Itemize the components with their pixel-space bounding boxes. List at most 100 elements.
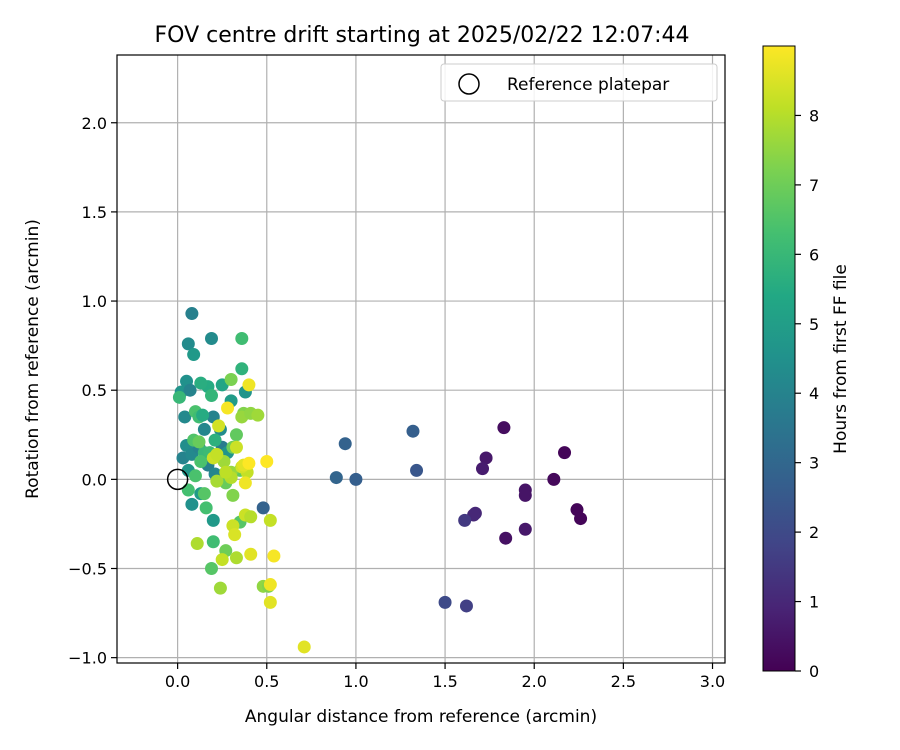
colorbar-tick-label: 7 (809, 176, 819, 195)
x-tick-label: 1.5 (432, 672, 457, 691)
data-point (208, 433, 222, 447)
x-axis-ticks: 0.0 0.5 1.0 1.5 2.0 2.5 3.0 (165, 663, 725, 691)
data-point (459, 599, 473, 613)
y-tick-label: 2.0 (82, 114, 107, 133)
data-point (242, 456, 256, 470)
chart-title: FOV centre drift starting at 2025/02/22 … (155, 23, 690, 48)
data-points (172, 307, 588, 654)
data-point (244, 510, 258, 524)
data-point (235, 331, 249, 345)
colorbar-tick-label: 4 (809, 384, 819, 403)
data-point (204, 389, 218, 403)
data-point (263, 595, 277, 609)
y-tick-label: 0.0 (82, 470, 107, 489)
colorbar-tick-label: 2 (809, 523, 819, 542)
data-point (213, 581, 227, 595)
data-point (267, 549, 281, 563)
plot-frame (116, 54, 726, 664)
data-point (229, 428, 243, 442)
data-point (185, 497, 199, 511)
data-point (518, 488, 532, 502)
data-point (238, 476, 252, 490)
colorbar-tick-label: 0 (809, 662, 819, 681)
data-point (206, 513, 220, 527)
data-point (210, 474, 224, 488)
data-point (183, 383, 197, 397)
data-point (458, 513, 472, 527)
data-point (197, 487, 211, 501)
data-point (196, 408, 210, 422)
data-point (297, 640, 311, 654)
data-point (476, 462, 490, 476)
y-axis-label: Rotation from reference (arcmin) (23, 219, 43, 499)
legend-marker-icon (458, 73, 480, 95)
data-point (194, 376, 208, 390)
data-point (219, 465, 233, 479)
colorbar: 0 1 2 3 4 5 6 7 8 Hours from first FF file (762, 45, 851, 681)
data-point (518, 522, 532, 536)
data-point (229, 440, 243, 454)
colorbar-tick-label: 1 (809, 593, 819, 612)
data-point (349, 472, 363, 486)
data-point (178, 410, 192, 424)
data-point (212, 419, 226, 433)
data-point (574, 512, 588, 526)
data-point (260, 455, 274, 469)
data-point (263, 578, 277, 592)
colorbar-tick-label: 6 (809, 245, 819, 264)
y-tick-label: −1.0 (68, 649, 107, 668)
data-point (242, 378, 256, 392)
data-point (181, 337, 195, 351)
x-tick-label: 2.0 (521, 672, 546, 691)
data-point (181, 483, 195, 497)
data-point (229, 551, 243, 565)
data-point (206, 535, 220, 549)
data-point (499, 531, 513, 545)
colorbar-tick-label: 5 (809, 315, 819, 334)
data-point (221, 401, 235, 415)
data-point (224, 373, 238, 387)
data-point (204, 562, 218, 576)
colorbar-tick-label: 8 (809, 106, 819, 125)
x-tick-label: 0.0 (165, 672, 190, 691)
data-point (235, 362, 249, 376)
data-point (197, 422, 211, 436)
data-point (438, 595, 452, 609)
grid-lines (117, 55, 725, 663)
data-point (190, 537, 204, 551)
y-tick-label: 1.5 (82, 203, 107, 222)
data-point (558, 446, 572, 460)
data-point (187, 348, 201, 362)
data-point (228, 528, 242, 542)
legend-label: Reference platepar (507, 75, 669, 95)
data-point (406, 424, 420, 438)
y-tick-label: 1.0 (82, 292, 107, 311)
data-point (338, 437, 352, 451)
x-axis-label: Angular distance from reference (arcmin) (245, 707, 597, 727)
data-point (329, 471, 343, 485)
data-point (251, 408, 265, 422)
x-tick-label: 3.0 (700, 672, 725, 691)
data-point (185, 307, 199, 321)
data-point (244, 547, 258, 561)
y-tick-label: −0.5 (68, 560, 107, 579)
data-point (194, 455, 208, 469)
data-point (256, 501, 270, 515)
data-point (192, 435, 206, 449)
data-point (263, 513, 277, 527)
data-point (547, 472, 561, 486)
data-point (497, 421, 511, 435)
data-point (215, 553, 229, 567)
legend: Reference platepar (440, 63, 718, 102)
colorbar-ticks: 0 1 2 3 4 5 6 7 8 (795, 106, 819, 681)
reference-platepar-marker (166, 468, 189, 491)
y-tick-label: 0.5 (82, 381, 107, 400)
colorbar-gradient (762, 45, 796, 672)
data-point (210, 447, 224, 461)
data-point (226, 488, 240, 502)
data-point (410, 463, 424, 477)
x-tick-label: 0.5 (254, 672, 279, 691)
data-point (204, 331, 218, 345)
x-tick-label: 1.0 (343, 672, 368, 691)
